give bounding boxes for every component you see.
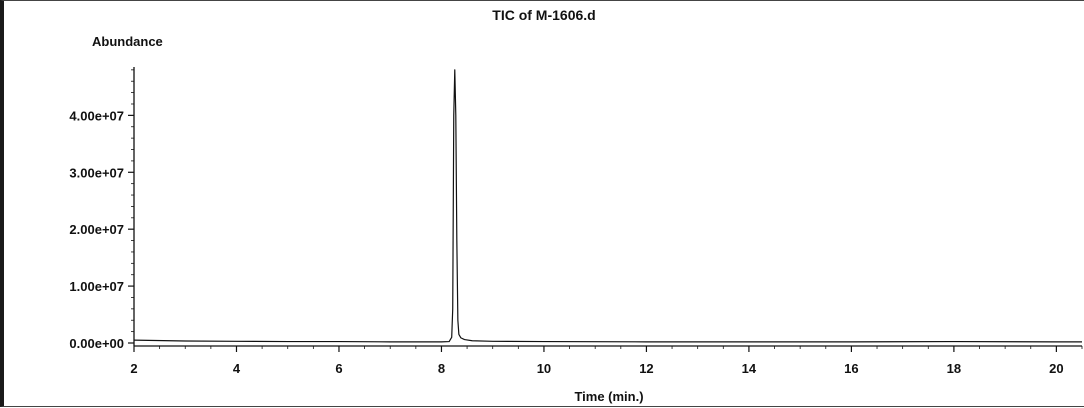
x-tick-label: 18 — [947, 361, 961, 376]
x-tick-label: 14 — [742, 361, 757, 376]
ticks: 2 4 6 8 10 12 14 16 18 20 0.00e+00 1.00e+07 2.00e+07… — [69, 69, 1083, 376]
series — [133, 69, 1082, 343]
y-tick-label: 0.00e+00 — [69, 336, 124, 351]
chart-title: TIC of M-1606.d — [492, 7, 595, 23]
axes — [133, 67, 1082, 347]
x-axis-label: Time (min.) — [574, 389, 643, 404]
y-tick-label: 3.00e+07 — [69, 165, 124, 180]
y-tick-label: 1.00e+07 — [69, 279, 124, 294]
x-tick-label: 8 — [438, 361, 445, 376]
x-tick-label: 4 — [233, 361, 241, 376]
y-tick-label: 4.00e+07 — [69, 108, 124, 123]
y-axis-label: Abundance — [92, 34, 163, 49]
tic-series-line — [133, 69, 1082, 343]
x-tick-label: 6 — [335, 361, 342, 376]
tic-chart: TIC of M-1606.d Abundance Time (min.) 2 4… — [69, 7, 1083, 404]
y-tick-label: 2.00e+07 — [69, 222, 124, 237]
x-tick-label: 12 — [639, 361, 653, 376]
x-tick-label: 10 — [537, 361, 551, 376]
x-tick-label: 2 — [130, 361, 137, 376]
x-tick-label: 20 — [1049, 361, 1063, 376]
x-tick-label: 16 — [844, 361, 858, 376]
